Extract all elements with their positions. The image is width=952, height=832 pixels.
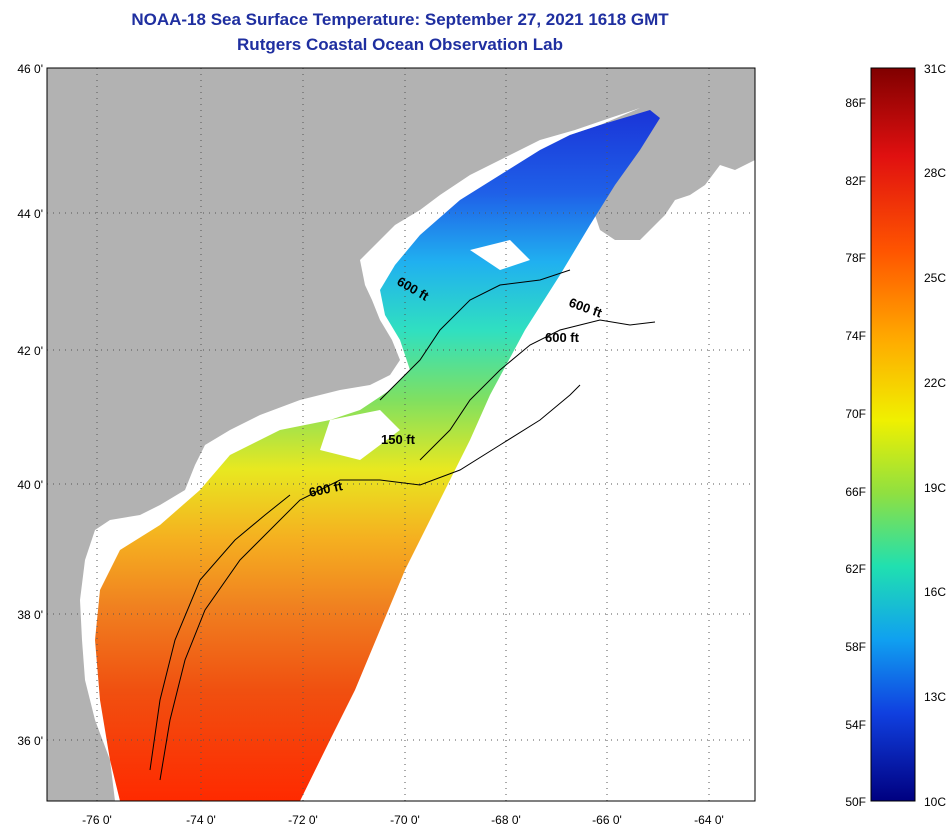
map-title: NOAA-18 Sea Surface Temperature: Septemb… [131,10,669,29]
colorbar-f-label: 74F [845,329,866,343]
temperature-colorbar [870,67,916,802]
isobath-label: 600 ft [545,330,580,345]
colorbar-c-label: 28C [924,166,946,180]
colorbar-f-label: 50F [845,795,866,809]
colorbar-c-label: 13C [924,690,946,704]
colorbar-c-label: 16C [924,585,946,599]
colorbar-c-label: 31C [924,62,946,76]
lat-label: 42 0' [17,344,43,358]
land-mass [47,68,755,801]
lon-label: -64 0' [694,813,724,827]
colorbar-f-label: 58F [845,640,866,654]
graticule [47,68,755,801]
lat-label: 44 0' [17,207,43,221]
lat-label: 40 0' [17,478,43,492]
colorbar-f-label: 66F [845,485,866,499]
lon-label: -68 0' [491,813,521,827]
map-frame [46,67,756,802]
lon-label: -76 0' [82,813,112,827]
lon-label: -66 0' [592,813,622,827]
isobath-label: 150 ft [381,432,416,447]
colorbar-f-label: 78F [845,251,866,265]
colorbar-c-label: 22C [924,376,946,390]
lon-label: -70 0' [390,813,420,827]
lat-label: 36 0' [17,734,43,748]
lon-label: -72 0' [288,813,318,827]
colorbar-f-label: 54F [845,718,866,732]
colorbar-f-label: 82F [845,174,866,188]
lat-label: 46 0' [17,62,43,76]
map-subtitle: Rutgers Coastal Ocean Observation Lab [237,35,563,54]
colorbar-f-label: 70F [845,407,866,421]
colorbar-c-label: 25C [924,271,946,285]
lon-label: -74 0' [186,813,216,827]
lat-label: 38 0' [17,608,43,622]
colorbar-f-label: 62F [845,562,866,576]
isobath-label: 600 ft [308,478,345,500]
colorbar-f-label: 86F [845,96,866,110]
colorbar-c-label: 19C [924,481,946,495]
isobath-contours [149,269,656,781]
colorbar-c-label: 10C [924,795,946,809]
